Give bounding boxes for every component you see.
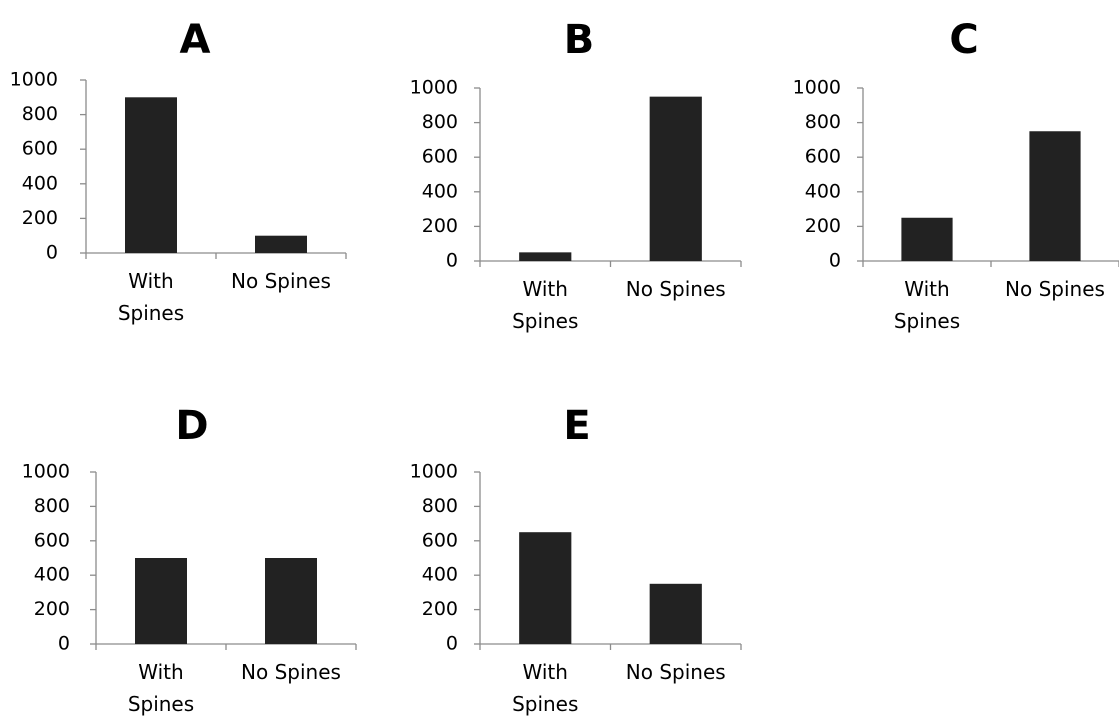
category-label: With Spines <box>128 660 194 716</box>
y-tick-label: 1000 <box>410 461 458 483</box>
y-tick-label: 200 <box>34 598 70 620</box>
panel-title: B <box>564 17 595 63</box>
y-tick-label: 1000 <box>410 77 458 99</box>
y-tick-label: 200 <box>805 215 841 237</box>
panel-title: E <box>563 403 590 449</box>
category-label: With Spines <box>118 269 184 325</box>
bar-no-spines <box>649 96 702 262</box>
chart-panel-c: C 0 200 400 600 800 1000 With Spines No Spines <box>793 17 1119 333</box>
y-tick-label: 600 <box>422 146 458 168</box>
bar-no-spines <box>649 583 702 644</box>
category-label: With Spines <box>512 277 578 333</box>
y-tick-label: 800 <box>422 495 458 517</box>
bar-with-spines <box>901 217 953 261</box>
y-tick-label: 1000 <box>10 69 58 91</box>
category-label: With Spines <box>512 660 578 716</box>
y-tick-label: 800 <box>805 111 841 133</box>
y-tick-label: 400 <box>422 180 458 202</box>
panel-title: C <box>949 17 978 63</box>
y-tick-label: 1000 <box>793 77 841 99</box>
chart-panel-b: B 0 200 400 600 800 1000 With Spines No Spines <box>410 17 742 333</box>
y-tick-label: 600 <box>422 529 458 551</box>
y-tick-label: 0 <box>46 242 58 264</box>
bar-with-spines <box>519 252 572 261</box>
y-tick-label: 800 <box>22 103 58 125</box>
y-tick-label: 400 <box>805 180 841 202</box>
category-label: With Spines <box>894 277 960 333</box>
y-tick-label: 0 <box>58 633 70 655</box>
y-tick-label: 0 <box>446 633 458 655</box>
y-tick-label: 200 <box>22 207 58 229</box>
y-tick-label: 600 <box>34 529 70 551</box>
category-label: No Spines <box>241 660 341 684</box>
chart-panel-e: E 0 200 400 600 800 1000 With Spines No Spines <box>410 403 742 716</box>
category-label: No Spines <box>626 277 726 301</box>
y-tick-label: 400 <box>22 172 58 194</box>
y-tick-label: 0 <box>829 250 841 272</box>
bar-no-spines <box>265 558 317 644</box>
chart-panel-a: A 0 200 400 600 800 1000 With Spines No Spines <box>10 17 347 325</box>
bar-no-spines <box>255 235 307 253</box>
category-label: No Spines <box>626 660 726 684</box>
category-label: No Spines <box>1005 277 1105 301</box>
y-tick-label: 600 <box>805 146 841 168</box>
y-tick-label: 200 <box>422 215 458 237</box>
y-tick-label: 400 <box>422 564 458 586</box>
bar-with-spines <box>125 97 177 253</box>
y-tick-label: 200 <box>422 598 458 620</box>
bar-with-spines <box>519 532 572 644</box>
y-tick-label: 1000 <box>22 461 70 483</box>
panel-title: D <box>175 403 208 449</box>
panel-title: A <box>180 17 211 63</box>
bar-no-spines <box>1029 131 1081 261</box>
y-tick-label: 400 <box>34 564 70 586</box>
y-tick-label: 800 <box>34 495 70 517</box>
bar-with-spines <box>135 558 187 644</box>
chart-panel-d: D 0 200 400 600 800 1000 With Spines No Spines <box>22 403 357 716</box>
y-tick-label: 0 <box>446 250 458 272</box>
category-label: No Spines <box>231 269 331 293</box>
y-tick-label: 600 <box>22 138 58 160</box>
y-tick-label: 800 <box>422 111 458 133</box>
